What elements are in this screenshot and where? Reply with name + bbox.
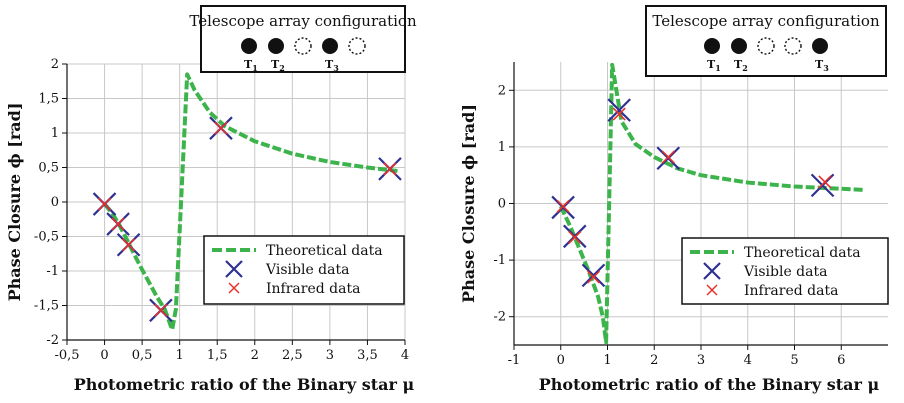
infrared-data-point bbox=[556, 199, 570, 213]
y-tick-label: 0 bbox=[51, 195, 59, 210]
legend-label: Infrared data bbox=[744, 283, 838, 299]
infrared-data-point bbox=[214, 121, 228, 135]
x-axis-label: Photometric ratio of the Binary star μ bbox=[539, 375, 880, 394]
telescope-empty-icon bbox=[757, 37, 775, 55]
telescope-filled-icon bbox=[322, 38, 338, 54]
config-title: Telescope array configuration bbox=[189, 12, 417, 30]
telescope-filled-icon bbox=[241, 38, 257, 54]
x-tick-label: 0 bbox=[557, 353, 565, 368]
infrared-data-point bbox=[383, 162, 397, 176]
legend-swatch-infrared bbox=[706, 284, 718, 296]
visible-data-point bbox=[656, 146, 681, 170]
infrared-data-point bbox=[111, 217, 125, 231]
telescope-label: T2 bbox=[271, 58, 285, 73]
y-tick-label: -1,5 bbox=[34, 299, 59, 314]
x-tick-label: 0 bbox=[100, 348, 108, 363]
x-tick-label: 1 bbox=[176, 348, 184, 363]
x-tick-label: 5 bbox=[790, 353, 798, 368]
legend-label: Theoretical data bbox=[266, 243, 383, 259]
telescope-label: T3 bbox=[325, 58, 339, 73]
telescope-filled-icon bbox=[731, 38, 747, 54]
infrared-data-point bbox=[122, 238, 136, 252]
y-tick-label: 1 bbox=[51, 126, 59, 141]
legend-swatch-visible bbox=[225, 260, 243, 278]
telescope-empty-icon bbox=[348, 37, 366, 55]
y-tick-label: 1 bbox=[498, 140, 506, 155]
infrared-data-point bbox=[612, 107, 626, 121]
legend-box bbox=[681, 237, 889, 305]
x-axis-label: Photometric ratio of the Binary star μ bbox=[74, 375, 415, 394]
visible-data-point bbox=[607, 98, 631, 122]
telescope-filled-icon bbox=[812, 38, 828, 54]
legend-box bbox=[203, 235, 405, 305]
x-tick-label: 2 bbox=[650, 353, 658, 368]
theoretical-data-line bbox=[103, 72, 398, 332]
x-tick-label: 3 bbox=[326, 348, 334, 363]
chart-2: -1 0 1 2 3 4 5 6 -2 -1 0 1 2 Photometric ratio of the… bbox=[459, 5, 889, 394]
telescope-label: T2 bbox=[734, 58, 748, 73]
telescope-label: T1 bbox=[707, 58, 721, 73]
legend-label: Visible data bbox=[265, 262, 349, 278]
x-tick-label: 3,5 bbox=[357, 348, 378, 363]
telescope-filled-icon bbox=[268, 38, 284, 54]
x-tick-label: 4 bbox=[401, 348, 409, 363]
telescope-empty-icon bbox=[294, 37, 312, 55]
y-tick-label: 1,5 bbox=[38, 92, 59, 107]
visible-data-point bbox=[551, 195, 575, 220]
legend: Theoretical data Visible data Infrared dat… bbox=[681, 237, 889, 305]
legend-swatch-visible bbox=[703, 262, 721, 280]
infrared-data-point bbox=[97, 197, 112, 211]
telescope-label: T1 bbox=[244, 58, 258, 73]
x-tick-label: 1 bbox=[603, 353, 611, 368]
legend: Theoretical data Visible data Infrared dat… bbox=[203, 235, 405, 305]
config-box bbox=[645, 5, 887, 77]
infrared-data-point bbox=[154, 303, 168, 317]
visible-data-point bbox=[562, 224, 587, 249]
y-tick-label: -0,5 bbox=[34, 230, 59, 245]
y-axis-label: Phase Closure ϕ [rad] bbox=[5, 103, 24, 302]
y-tick-label: 2 bbox=[51, 57, 59, 72]
y-tick-label: 0 bbox=[498, 197, 506, 212]
config-box bbox=[200, 5, 406, 73]
x-tick-label: 2 bbox=[251, 348, 259, 363]
x-tick-label: 2,5 bbox=[282, 348, 303, 363]
visible-data-point bbox=[581, 263, 606, 288]
x-tick-label: 6 bbox=[837, 353, 845, 368]
telescope-label: T3 bbox=[815, 58, 829, 73]
x-tick-label: 3 bbox=[697, 353, 705, 368]
y-tick-label: -1 bbox=[493, 253, 506, 268]
x-tick-label: -0,5 bbox=[54, 348, 79, 363]
legend-label: Theoretical data bbox=[744, 245, 861, 261]
infrared-data-point bbox=[568, 230, 582, 245]
x-tick-label: 4 bbox=[744, 353, 752, 368]
infrared-data-point bbox=[818, 175, 832, 189]
theoretical-data-line bbox=[558, 62, 865, 345]
y-tick-label: -2 bbox=[493, 310, 506, 325]
config-title: Telescope array configuration bbox=[652, 12, 880, 30]
telescope-config-inset: Telescope array configuration T1 T2 T3 bbox=[189, 5, 417, 73]
x-tick-label: -1 bbox=[508, 353, 521, 368]
telescope-config-inset: Telescope array configuration T1 T2 T3 bbox=[645, 5, 887, 77]
telescope-filled-icon bbox=[704, 38, 720, 54]
chart-1: -0,5 0 0,5 1 1,5 2 2,5 3 3,5 4 -2 -1,5 -1 -0,5 0 0,5 1 1,… bbox=[5, 5, 417, 394]
y-tick-label: 2 bbox=[498, 83, 506, 98]
legend-label: Visible data bbox=[743, 264, 827, 280]
y-axis-label: Phase Closure ϕ [rad] bbox=[459, 104, 478, 303]
legend-swatch-infrared bbox=[228, 282, 240, 294]
infrared-data-point bbox=[661, 150, 675, 164]
y-tick-label: -1 bbox=[46, 264, 59, 279]
infrared-data-point bbox=[586, 270, 601, 284]
legend-label: Infrared data bbox=[266, 281, 360, 297]
telescope-empty-icon bbox=[784, 37, 802, 55]
y-tick-label: -2 bbox=[46, 333, 59, 348]
y-tick-label: 0,5 bbox=[38, 161, 59, 176]
x-tick-label: 1,5 bbox=[207, 348, 228, 363]
x-tick-label: 0,5 bbox=[132, 348, 153, 363]
